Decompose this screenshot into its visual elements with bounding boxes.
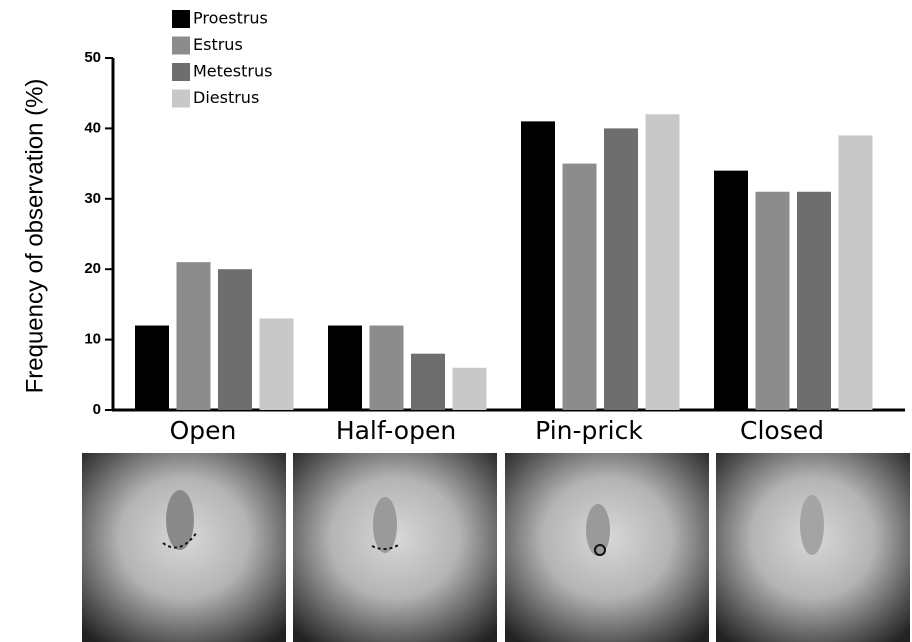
photos	[82, 453, 910, 642]
x-tick-label: Open	[170, 416, 237, 445]
bar	[756, 192, 790, 410]
y-tick-label: 0	[93, 401, 101, 418]
x-tick-label: Half-open	[336, 416, 456, 445]
bar	[135, 326, 169, 410]
y-tick-label: 30	[84, 190, 101, 207]
legend-label: Estrus	[193, 35, 243, 54]
legend-label: Metestrus	[193, 62, 272, 81]
bar	[797, 192, 831, 410]
legend-swatch	[172, 63, 190, 81]
bar	[218, 269, 252, 410]
bar	[604, 128, 638, 410]
legend-swatch	[172, 37, 190, 55]
y-tick-label: 50	[84, 49, 101, 66]
bar	[177, 262, 211, 410]
bar	[646, 114, 680, 410]
legend-swatch	[172, 10, 190, 28]
legend-label: Proestrus	[193, 9, 268, 28]
legend-swatch	[172, 90, 190, 108]
bar	[714, 171, 748, 410]
bar	[521, 121, 555, 410]
y-axis-label: Frequency of observation (%)	[21, 79, 48, 394]
bar	[370, 326, 404, 410]
photo-detail	[800, 495, 824, 555]
bar	[839, 135, 873, 410]
photo-detail	[166, 490, 194, 550]
photo-half-open	[293, 453, 497, 642]
photo-detail	[586, 504, 610, 556]
x-tick-label: Closed	[740, 416, 824, 445]
photo-pin-prick	[505, 453, 709, 642]
y-tick-label: 40	[84, 119, 101, 136]
bar	[328, 326, 362, 410]
bar	[411, 354, 445, 410]
bar	[260, 318, 294, 410]
x-tick-label: Pin-prick	[535, 416, 643, 445]
bar	[453, 368, 487, 410]
legend-label: Diestrus	[193, 88, 259, 107]
y-tick-label: 20	[84, 260, 101, 277]
bar	[563, 164, 597, 410]
figure: Frequency of observation (%) 0 10 20 30 40 50…	[0, 0, 912, 642]
photo-detail	[373, 497, 397, 553]
y-tick-label: 10	[84, 331, 101, 348]
